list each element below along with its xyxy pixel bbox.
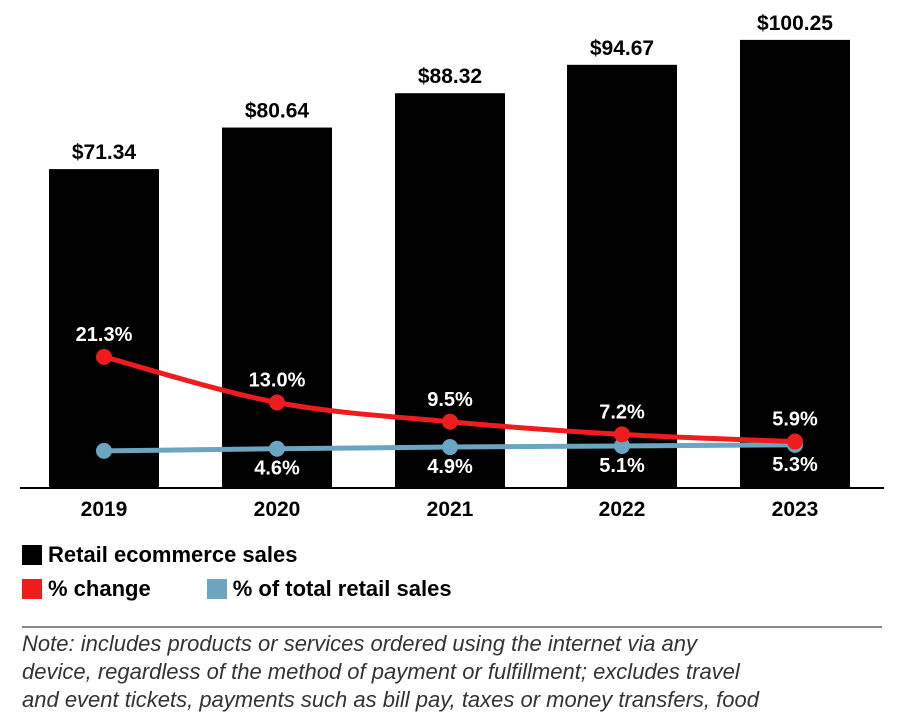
change-value-label-2023: 5.9% — [772, 409, 818, 431]
legend-swatch-change — [22, 579, 42, 599]
note-line-2: device, regardless of the method of paym… — [22, 659, 740, 684]
x-tick-label-2022: 2022 — [599, 498, 646, 521]
share-point-2020 — [269, 440, 285, 457]
legend-swatch-share — [206, 579, 227, 599]
change-value-label-2019: 21.3% — [76, 324, 133, 346]
note-divider — [22, 626, 882, 628]
share-value-label-2023: 5.3% — [772, 454, 818, 476]
bar-value-label-2021: $88.32 — [418, 65, 482, 88]
legend-item-share: % of total retail sales — [206, 572, 452, 606]
share-value-label-2022: 5.1% — [599, 455, 645, 477]
change-point-2023 — [787, 433, 803, 450]
bar-2019 — [49, 169, 159, 488]
change-point-2020 — [269, 394, 285, 411]
change-point-2019 — [96, 348, 112, 365]
note: Note: includes products or services orde… — [22, 630, 900, 714]
legend-item-sales: Retail ecommerce sales — [22, 538, 298, 572]
x-tick-label-2023: 2023 — [772, 498, 819, 521]
legend-row-1: Retail ecommerce sales — [22, 538, 508, 572]
share-value-label-2019: 4.2% — [81, 417, 127, 439]
chart: $71.34 $80.64 $88.32 $94.67 $100.25 21.3% 13.… — [20, 12, 884, 521]
x-tick-label-2021: 2021 — [427, 498, 474, 521]
share-value-label-2020: 4.6% — [254, 458, 300, 480]
share-point-2022 — [614, 437, 630, 454]
change-point-2021 — [442, 413, 458, 430]
bar-2020 — [222, 127, 332, 489]
x-tick-label-2020: 2020 — [254, 498, 301, 521]
legend-label-change: % change — [48, 576, 151, 601]
legend-row-2: % change % of total retail sales — [22, 572, 508, 606]
bar-2023 — [740, 39, 850, 488]
change-value-label-2020: 13.0% — [249, 370, 306, 392]
x-tick-label-2019: 2019 — [81, 498, 128, 521]
bar-value-label-2020: $80.64 — [245, 100, 310, 123]
bar-value-label-2023: $100.25 — [757, 12, 833, 35]
bar-2022 — [567, 64, 677, 488]
share-point-2019 — [96, 442, 112, 459]
change-value-label-2021: 9.5% — [427, 389, 473, 411]
note-line-3: and event tickets, payments such as bill… — [22, 687, 759, 712]
legend-swatch-sales — [22, 545, 42, 565]
share-point-2021 — [442, 439, 458, 456]
change-value-label-2022: 7.2% — [599, 401, 645, 423]
bar-value-label-2022: $94.67 — [590, 37, 654, 60]
change-point-2022 — [614, 426, 630, 443]
legend-label-sales: Retail ecommerce sales — [48, 542, 298, 567]
legend: Retail ecommerce sales % change % of tot… — [22, 538, 508, 606]
note-line-1: Note: includes products or services orde… — [22, 631, 698, 656]
bar-value-label-2019: $71.34 — [72, 141, 137, 164]
share-value-label-2021: 4.9% — [427, 456, 473, 478]
legend-item-change: % change — [22, 572, 151, 606]
legend-label-share: % of total retail sales — [232, 576, 452, 601]
